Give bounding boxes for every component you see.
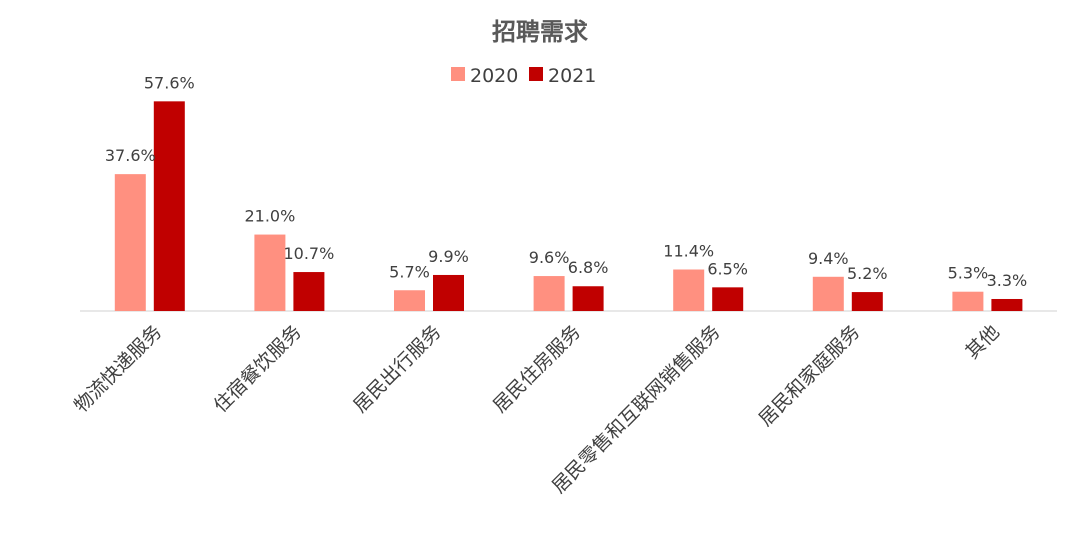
bars-group [114,101,1023,311]
data-label-2020-3: 9.6% [529,248,570,267]
data-label-2021-2: 9.9% [428,247,469,266]
data-labels-group: 37.6% 57.6% 21.0% 10.7% 5.7%9.9% 9.6%6.8% 11.4… [105,73,1027,290]
bar-2021-2 [433,274,464,311]
bar-2021-4 [712,287,744,311]
bar-2020-5 [812,276,844,311]
x-tick-label-4: 居民零售和互联网销售服务 [548,321,725,498]
legend-label-2020: 2020 [470,65,518,87]
data-label-2021-3: 6.8% [568,258,609,277]
bar-2020-0 [114,174,146,311]
data-label-2020-6: 5.3% [948,264,989,283]
bar-2021-6 [991,298,1023,311]
bar-2021-5 [851,292,883,311]
data-label-2021-5: 5.2% [847,264,888,283]
data-label-2021-4: 6.5% [707,259,748,278]
bar-2020-2 [394,290,425,311]
data-label-2020-5: 9.4% [808,249,849,268]
legend-label-2021: 2021 [548,65,596,87]
legend-swatch-2020 [451,67,465,81]
x-tick-label-0: 物流快递服务 [70,321,166,417]
bar-2021-0 [153,101,185,311]
data-label-2021-1: 10.7% [283,244,334,263]
bar-2020-4 [673,269,705,311]
chart-title: 招聘需求 [492,18,588,46]
x-tick-label-3: 居民住房服务 [489,321,585,417]
legend-swatch-2021 [529,67,543,81]
data-label-2020-4: 11.4% [663,242,714,261]
data-label-2020-1: 21.0% [244,207,295,226]
x-tick-label-1: 住宿餐饮服务 [210,321,306,417]
x-tick-label-5: 居民和家庭服务 [755,321,865,431]
data-label-2021-6: 3.3% [987,271,1028,290]
data-label-2020-0: 37.6% [105,146,156,165]
bar-2020-6 [952,291,984,311]
data-label-2020-2: 5.7% [389,262,430,281]
x-tick-label-2: 居民出行服务 [349,321,445,417]
legend: 2020 2021 [451,65,596,87]
data-label-2021-0: 57.6% [144,73,195,92]
x-tick-label-6: 其他 [961,321,1003,363]
bar-2020-3 [533,276,565,311]
bar-2021-3 [572,286,604,311]
bar-2020-1 [254,234,286,311]
bar-2021-1 [293,272,325,311]
